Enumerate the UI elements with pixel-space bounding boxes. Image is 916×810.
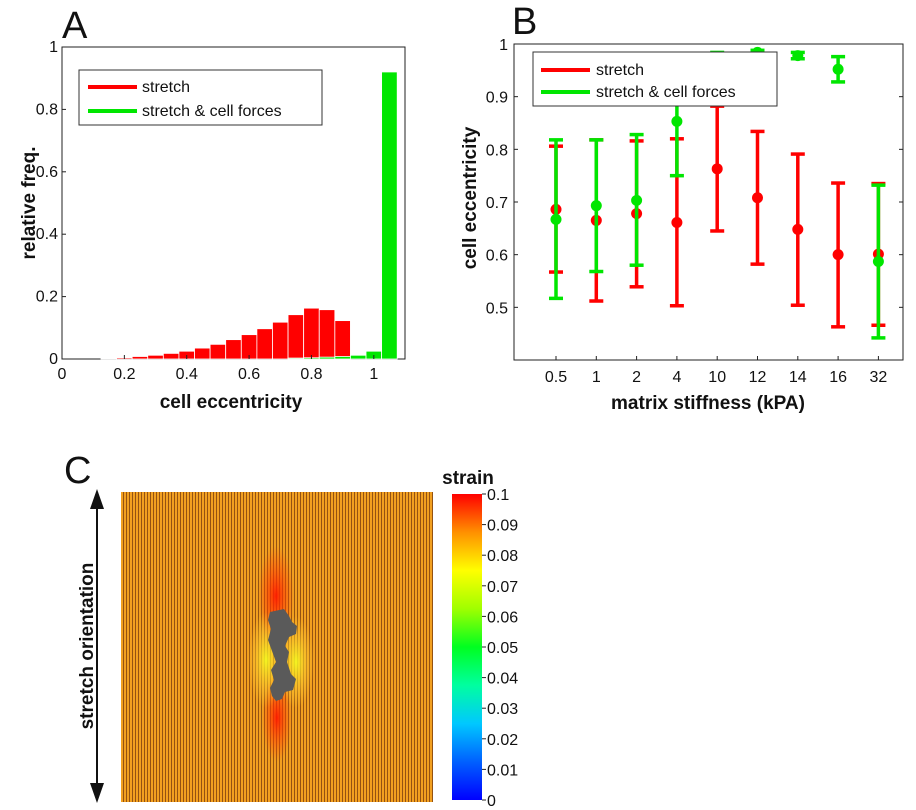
histogram-bar [334,356,351,360]
histogram-y-axis-label: relative freq. [19,147,40,260]
histogram-bar [225,339,242,360]
mean-marker [671,217,683,229]
histogram-bar [162,352,180,360]
histogram-bar [287,357,305,360]
histogram-bar [318,309,336,360]
cell-shape [268,609,297,701]
histogram-bar [100,357,117,360]
histogram-x-tick-label: 0.8 [300,366,322,383]
histogram-bar [131,356,149,360]
colorbar-tick-label: 0.08 [487,548,518,565]
stiffness-x-tick-label: 12 [749,369,767,386]
stiffness-legend-box [532,51,778,107]
colorbar-ticks: 0.1 0.09 0.08 0.07 0.06 0.05 0.04 0.03 0.02 0.01 0 [482,487,518,810]
mean-marker [832,63,844,75]
histogram-y-tick-label: 0.2 [36,289,58,306]
colorbar-tick-label: 0.02 [487,732,518,749]
mean-marker [590,200,602,212]
stiffness-x-tick-label: 32 [870,369,888,386]
mean-marker [711,163,723,175]
colorbar-tick-label: 0.05 [487,640,518,657]
stiffness-x-tick-label: 16 [829,369,847,386]
histogram-bar [303,307,320,360]
histogram-bar [147,354,164,360]
mean-marker [631,194,643,206]
stiffness-x-tick-label: 4 [672,369,681,386]
histogram-ticks: 0 0.2 0.4 0.6 0.8 1 0 0.2 0.4 0.6 0.8 1 [36,39,379,383]
histogram-x-tick-label: 0.4 [176,366,198,383]
colorbar-tick-label: 0 [487,793,496,810]
histogram-bar [381,71,398,360]
stiffness-y-tick-label: 0.6 [486,248,508,265]
histogram-x-tick-label: 0.6 [238,366,260,383]
histogram-y-tick-label: 0.6 [36,164,58,181]
colorbar-tick-label: 0.04 [487,671,518,688]
histogram-bars [100,71,398,360]
histogram-bar [318,356,336,360]
histogram-y-tick-label: 1 [49,39,58,56]
stiffness-y-axis-label: cell eccentricity [460,126,481,269]
colorbar-tick-label: 0.03 [487,701,518,718]
stiffness-axes: 0.5 1 2 4 10 12 14 16 320.50.60.70.80.91 matrix … [460,37,904,414]
histogram-bar [272,321,289,360]
stiffness-x-axis-label: matrix stiffness (kPA) [611,393,805,414]
histogram-bar [256,328,273,360]
colorbar-tick-label: 0.09 [487,518,518,535]
histogram-y-tick-label: 0.4 [36,226,58,243]
histogram-axes: 0 0.2 0.4 0.6 0.8 1 0 0.2 0.4 0.6 0.8 1 cell eccent… [19,39,406,413]
colorbar-tick-label: 0.1 [487,487,509,504]
colorbar-label: strain [442,468,494,489]
histogram-legend: stretch stretch & cell forces [78,69,323,126]
stiffness-y-tick-label: 1 [499,37,508,54]
histogram-x-tick-label: 0 [58,366,67,383]
colorbar-tick-label: 0.06 [487,609,518,626]
stiffness-y-tick-label: 0.9 [486,90,508,107]
stiffness-y-tick-label: 0.8 [486,142,508,159]
stiffness-ticks: 0.5 1 2 4 10 12 14 16 320.50.60.70.80.91 [486,37,903,386]
stiffness-y-tick-label: 0.5 [486,300,508,317]
histogram-y-tick-label: 0.8 [36,101,58,118]
histogram-x-tick-label: 1 [369,366,378,383]
stiffness-x-tick-label: 0.5 [545,369,567,386]
strain-heatmap: stretch orientation strain 0.10.090.080.… [77,468,518,810]
mean-marker [671,115,683,127]
legend-label-stretch: stretch [142,79,190,96]
mean-marker [752,192,763,204]
histogram-x-tick-label: 0.2 [113,366,135,383]
mean-marker [792,50,804,62]
histogram-bar [194,347,211,360]
histogram-bar [209,343,227,360]
stiffness-y-tick-label: 0.7 [486,195,508,212]
colorbar-tick-label: 0.01 [487,762,518,779]
histogram-x-axis-label: cell eccentricity [160,392,303,413]
stiffness-x-tick-label: 2 [632,369,641,386]
stretch-orientation-arrow [90,489,104,803]
histogram-bar [287,314,305,360]
stiffness-x-tick-label: 10 [708,369,726,386]
mean-marker [792,223,804,235]
legend-label-stretch-cell-forces: stretch & cell forces [142,103,282,120]
stretch-orientation-label: stretch orientation [77,563,98,730]
panel-label-c: C [64,450,91,492]
histogram-legend-box [78,69,323,126]
panel-label-b: B [512,1,537,43]
stiffness-x-tick-label: 1 [592,369,601,386]
legend-label-stretch-cell-forces-b: stretch & cell forces [596,84,736,101]
panel-label-a: A [62,5,88,47]
legend-label-stretch-b: stretch [596,62,644,79]
stiffness-legend: stretch stretch & cell forces [532,51,778,107]
mean-marker [872,256,884,268]
colorbar-tick-label: 0.07 [487,579,518,596]
stiffness-x-tick-label: 14 [789,369,807,386]
colorbar [452,494,482,800]
histogram-bar [350,354,367,360]
mean-marker [550,213,562,225]
histogram-y-tick-label: 0 [49,351,58,368]
histogram-bar [334,320,351,360]
mean-marker [832,249,844,261]
